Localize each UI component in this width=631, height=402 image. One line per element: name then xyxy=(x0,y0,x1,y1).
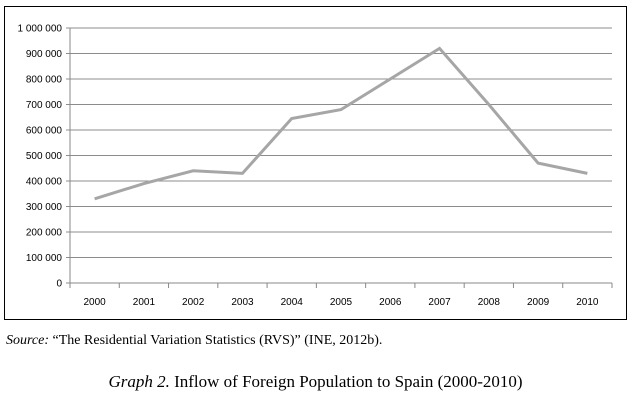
x-tick-label: 2010 xyxy=(576,297,599,308)
x-tick-label: 2005 xyxy=(330,297,353,308)
y-tick-label: 300 000 xyxy=(26,202,63,213)
caption-label: Graph 2. xyxy=(108,372,170,391)
line-chart: 0 100 000 200 000 300 000 400 000 500 000 600 … xyxy=(18,24,613,308)
source-label: Source: xyxy=(6,333,50,348)
y-tick-label: 0 xyxy=(56,279,62,290)
x-tick-label: 2000 xyxy=(84,297,107,308)
y-tick-label: 500 000 xyxy=(26,151,63,162)
x-tick-label: 2003 xyxy=(231,297,254,308)
y-tick-label: 100 000 xyxy=(26,253,63,264)
x-tick-label: 2001 xyxy=(133,297,156,308)
chart-frame xyxy=(4,6,627,320)
x-tick-label: 2007 xyxy=(428,297,451,308)
y-tick-label: 200 000 xyxy=(26,228,63,239)
y-tick-label: 700 000 xyxy=(26,100,63,111)
caption-text: Inflow of Foreign Population to Spain (2… xyxy=(169,372,523,391)
x-tick-label: 2006 xyxy=(379,297,402,308)
y-tick-label: 400 000 xyxy=(26,177,63,188)
y-tick-label: 800 000 xyxy=(26,75,63,86)
x-tick-label: 2009 xyxy=(527,297,550,308)
figure-caption: Graph 2. Inflow of Foreign Population to… xyxy=(0,372,631,392)
source-text: “The Residential Variation Statistics (R… xyxy=(49,333,383,348)
x-tick-label: 2002 xyxy=(182,297,205,308)
y-tick-label: 600 000 xyxy=(26,126,63,137)
source-note: Source: “The Residential Variation Stati… xyxy=(6,333,382,349)
y-tick-label: 1 000 000 xyxy=(18,24,63,35)
x-tick-label: 2004 xyxy=(281,297,304,308)
y-tick-label: 900 000 xyxy=(26,49,63,60)
data-line xyxy=(94,46,588,201)
x-tick-label: 2008 xyxy=(478,297,501,308)
